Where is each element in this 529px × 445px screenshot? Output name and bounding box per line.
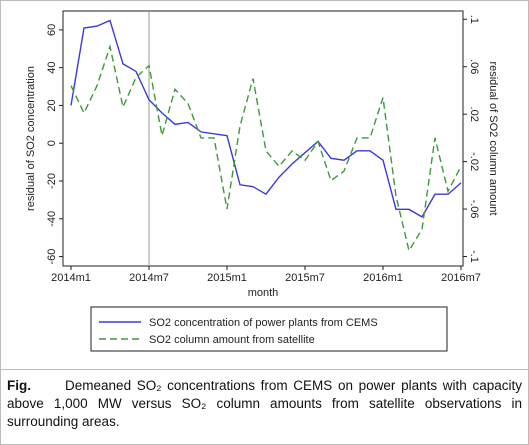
y2-tick-label: .06 [468, 59, 480, 74]
x-tick-label: 2014m1 [51, 272, 91, 284]
x-axis-label: month [248, 287, 279, 299]
y2-tick-label: -.02 [468, 152, 480, 171]
caption-text: Demeaned SO₂ concentrations from CEMS on… [7, 378, 522, 429]
y2-tick-label: .02 [468, 107, 480, 122]
y-tick-label: -40 [46, 211, 58, 227]
legend-label: SO2 column amount from satellite [149, 334, 315, 346]
y-tick-label: 20 [46, 99, 58, 111]
legend-box [90, 306, 448, 352]
caption-label: Fig. [7, 378, 31, 393]
x-tick-label: 2015m1 [207, 272, 247, 284]
series-line [70, 19, 462, 218]
y-tick-label: -60 [46, 249, 58, 265]
x-tick-label: 2014m7 [129, 272, 169, 284]
separator [1, 369, 528, 370]
x-tick-label: 2016m1 [363, 272, 403, 284]
plot-frame [62, 10, 464, 267]
y-tick-label: 0 [46, 140, 58, 146]
y-tick-label: 60 [46, 24, 58, 36]
y2-tick-label: -.06 [468, 200, 480, 219]
chart: -60 -40 -20 0 20 40 60 -.1 -.06 -.02 .02 .06 .1 2014m… [25, 10, 499, 352]
y-tick-label: 40 [46, 62, 58, 74]
y2-tick-label: -.1 [468, 250, 480, 263]
y-axis-label: residual of SO2 concentration [25, 66, 37, 211]
series-line [70, 43, 462, 253]
y2-tick-label: .1 [468, 15, 480, 24]
legend-label: SO2 concentration of power plants from C… [149, 317, 378, 329]
x-tick-label: 2015m7 [285, 272, 325, 284]
caption: Fig. Demeaned SO₂ concentrations from CE… [7, 377, 522, 431]
y2-axis-label: residual of SO2 column amount [487, 61, 499, 215]
x-tick-label: 2016m7 [441, 272, 481, 284]
y-tick-label: -20 [46, 173, 58, 189]
